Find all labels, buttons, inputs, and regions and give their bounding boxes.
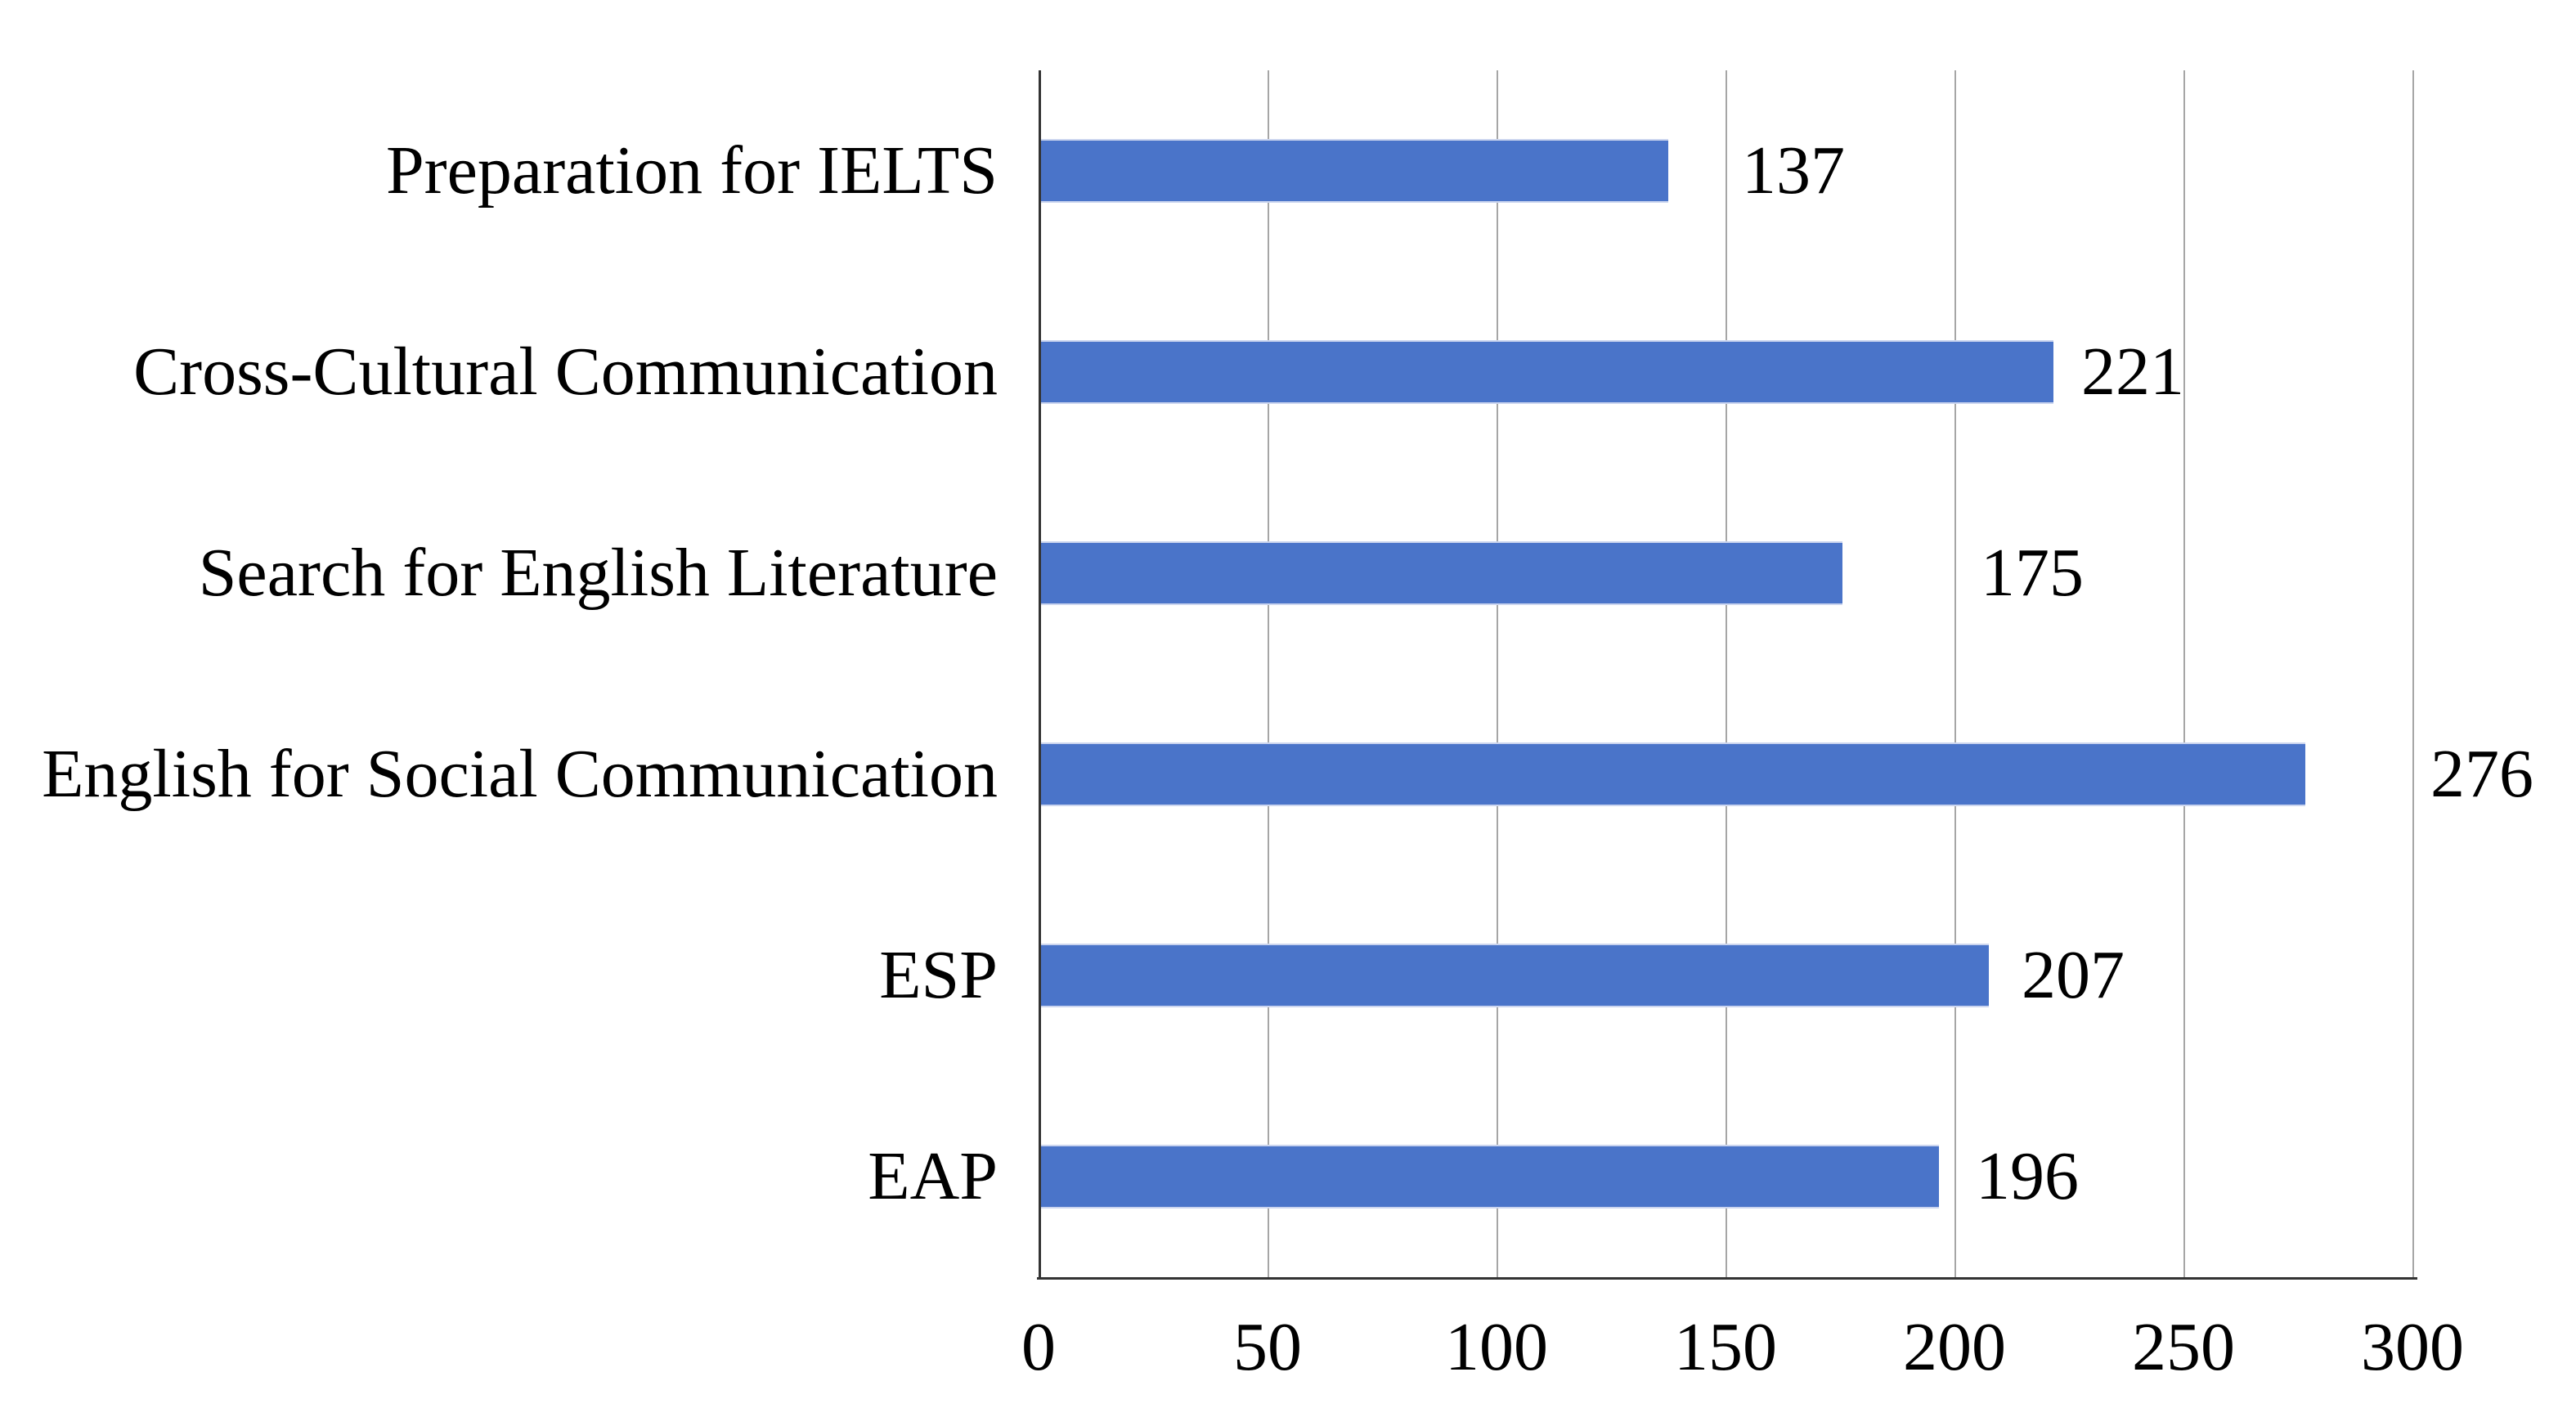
value-label: 137 bbox=[1742, 132, 1845, 209]
category-label: Search for English Literature bbox=[198, 535, 998, 611]
category-label: ESP bbox=[879, 937, 998, 1013]
x-axis-tick-label: 100 bbox=[1445, 1309, 1548, 1385]
value-label: 276 bbox=[2430, 736, 2533, 812]
category-label: Preparation for IELTS bbox=[385, 132, 998, 209]
bar bbox=[1041, 139, 1668, 203]
gridline bbox=[1268, 70, 1269, 1277]
category-label: EAP bbox=[868, 1138, 998, 1214]
x-axis-tick-label: 200 bbox=[1903, 1309, 2006, 1385]
plot-area bbox=[1037, 70, 2417, 1280]
gridline bbox=[1726, 70, 1727, 1277]
gridline bbox=[1954, 70, 1956, 1277]
gridline bbox=[2183, 70, 2185, 1277]
value-label: 207 bbox=[2022, 937, 2125, 1013]
gridline bbox=[2412, 70, 2414, 1277]
x-axis-tick-label: 300 bbox=[2361, 1309, 2464, 1385]
bar bbox=[1041, 541, 1842, 605]
bar bbox=[1041, 742, 2305, 806]
x-axis-tick-label: 250 bbox=[2132, 1309, 2235, 1385]
bar bbox=[1041, 944, 1989, 1007]
category-label: Cross-Cultural Communication bbox=[133, 334, 998, 410]
x-axis-tick-label: 0 bbox=[1021, 1309, 1056, 1385]
value-label: 175 bbox=[1981, 535, 2084, 611]
x-axis-tick-label: 150 bbox=[1674, 1309, 1777, 1385]
category-label: English for Social Communication bbox=[42, 736, 998, 812]
x-axis-line bbox=[1037, 1277, 2417, 1280]
y-axis-line bbox=[1039, 70, 1041, 1277]
bar bbox=[1041, 340, 2053, 404]
gridline bbox=[1497, 70, 1498, 1277]
value-label: 221 bbox=[2081, 334, 2184, 410]
value-label: 196 bbox=[1976, 1138, 2079, 1214]
x-axis-tick-label: 50 bbox=[1233, 1309, 1302, 1385]
bar bbox=[1041, 1145, 1939, 1209]
